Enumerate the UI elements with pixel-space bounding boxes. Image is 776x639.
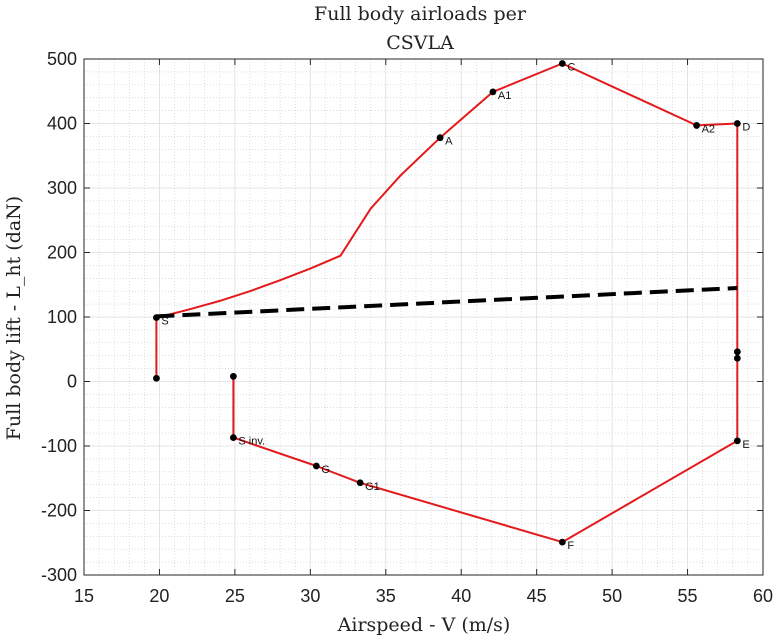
- point-label: F: [567, 540, 574, 552]
- y-tick-label: -300: [41, 565, 77, 585]
- y-tick-label: -200: [41, 501, 77, 521]
- point-label: A: [445, 136, 453, 148]
- point-label: S: [161, 316, 168, 328]
- y-tick-label: 0: [67, 372, 77, 392]
- y-tick-label: 500: [47, 49, 77, 69]
- point-marker: [558, 538, 566, 546]
- point-label: C: [567, 62, 575, 74]
- y-tick-label: 200: [47, 243, 77, 263]
- point-marker: [733, 348, 741, 356]
- x-tick-label: 15: [74, 586, 94, 606]
- point-marker: [436, 134, 444, 142]
- point-marker: [312, 462, 320, 470]
- chart-title-line-2: CSVLA: [386, 32, 454, 54]
- point-label: D: [742, 122, 750, 134]
- point-label: G: [321, 464, 330, 476]
- y-tick-label: 100: [47, 307, 77, 327]
- x-axis-label: Airspeed - V (m/s): [337, 614, 511, 636]
- y-tick-label: 300: [47, 178, 77, 198]
- point-marker: [733, 120, 741, 127]
- x-tick-label: 60: [753, 586, 773, 606]
- point-label: G1: [365, 481, 380, 493]
- point-label: A1: [498, 90, 511, 102]
- point-label: S inv.: [238, 436, 265, 448]
- point-marker: [153, 314, 160, 322]
- x-tick-label: 40: [451, 586, 471, 606]
- point-marker: [733, 437, 741, 445]
- point-marker: [229, 434, 237, 442]
- point-marker: [489, 88, 497, 96]
- marker-layer: S A A1 C A2 D E F G1 G S inv.: [153, 60, 750, 552]
- point-marker: [733, 354, 741, 362]
- point-marker: [153, 374, 160, 382]
- x-tick-label: 30: [300, 586, 320, 606]
- chart-title-line-1: Full body airloads per: [314, 3, 527, 25]
- x-tick-label: 55: [678, 586, 698, 606]
- x-tick-label: 25: [225, 586, 245, 606]
- x-tick-label: 35: [376, 586, 396, 606]
- point-label: A2: [702, 123, 715, 135]
- x-tick-label: 50: [602, 586, 622, 606]
- point-marker: [356, 479, 364, 487]
- x-tick-label: 45: [527, 586, 547, 606]
- x-tick-label: 20: [149, 586, 169, 606]
- point-marker: [229, 372, 237, 380]
- tick-layer: 15 20 25 30 35 40 45 50 55 60 -300 -200 -100 0 100 200 3…: [41, 49, 773, 606]
- point-label: E: [742, 439, 749, 451]
- y-tick-label: -100: [41, 436, 77, 456]
- dashed-reference-line: [156, 286, 738, 319]
- y-axis-label: Full body lift - L_ht (daN): [3, 196, 25, 440]
- point-marker: [558, 60, 566, 67]
- point-marker: [693, 122, 701, 129]
- y-tick-label: 400: [47, 114, 77, 134]
